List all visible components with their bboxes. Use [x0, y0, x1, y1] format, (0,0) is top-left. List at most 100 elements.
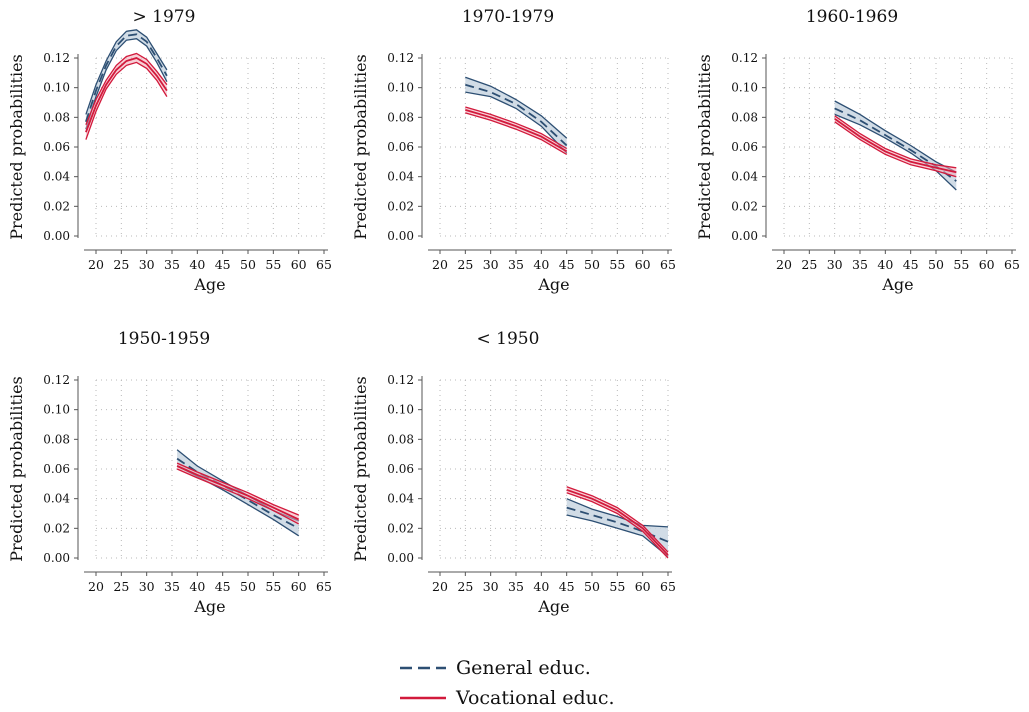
- x-axis-label: Age: [881, 275, 913, 294]
- ci-upper-vocational: [566, 486, 669, 553]
- x-axis-label: Age: [193, 275, 225, 294]
- ci-upper-general: [566, 498, 669, 528]
- x-tick-label: 25: [801, 257, 817, 272]
- y-tick-label: 0.06: [387, 140, 414, 154]
- panel-title: > 1979: [133, 7, 196, 27]
- y-axis-label: Predicted probabilities: [351, 54, 370, 240]
- x-tick-label: 50: [240, 257, 256, 272]
- x-tick-label: 50: [240, 579, 256, 594]
- x-tick-label: 40: [533, 579, 549, 594]
- y-tick-label: 0.06: [43, 462, 70, 476]
- ci-lower-general: [834, 113, 957, 191]
- x-tick-label: 30: [483, 579, 499, 594]
- x-tick-label: 35: [164, 579, 180, 594]
- y-tick-label: 0.08: [731, 110, 758, 124]
- x-tick-label: 20: [88, 257, 104, 272]
- x-tick-label: 30: [139, 257, 155, 272]
- y-axis-label: Predicted probabilities: [7, 54, 26, 240]
- x-tick-label: 65: [660, 257, 676, 272]
- y-tick-label: 0.04: [43, 492, 70, 506]
- panel-2: 1970-1979 0.00 0.02 0.04 0.06 0.08 0.10 0.12 20 2…: [351, 7, 676, 294]
- x-tick-label: 65: [660, 579, 676, 594]
- y-tick-label: 0.10: [387, 403, 414, 417]
- x-tick-label: 35: [852, 257, 868, 272]
- y-tick-label: 0.00: [731, 229, 758, 243]
- y-tick-label: 0.02: [43, 521, 70, 535]
- x-tick-label: 55: [953, 257, 969, 272]
- y-tick-label: 0.12: [387, 51, 414, 65]
- y-tick-label: 0.00: [387, 229, 414, 243]
- series-line-vocational: [465, 109, 568, 153]
- y-tick-label: 0.12: [43, 51, 70, 65]
- legend: General educ. Vocational educ.: [400, 650, 660, 712]
- ci-band-vocational: [465, 107, 567, 155]
- series-line-general: [465, 83, 568, 147]
- ci-lower-vocational: [566, 492, 669, 559]
- x-tick-label: 60: [979, 257, 995, 272]
- x-tick-label: 40: [189, 257, 205, 272]
- series-line-vocational: [566, 488, 669, 556]
- y-tick-label: 0.02: [731, 199, 758, 213]
- x-tick-label: 60: [291, 257, 307, 272]
- panel-4: 1950-1959 0.00 0.02 0.04 0.06 0.08 0.10 0.12 20 2…: [7, 329, 332, 616]
- x-tick-label: 45: [215, 579, 231, 594]
- ci-lower-general: [465, 91, 568, 154]
- x-tick-label: 30: [483, 257, 499, 272]
- legend-label-vocational: Vocational educ.: [456, 687, 615, 709]
- x-tick-label: 25: [113, 579, 129, 594]
- y-tick-label: 0.04: [387, 170, 414, 184]
- ci-upper-general: [85, 29, 168, 115]
- ci-lower-general: [85, 38, 168, 130]
- y-tick-label: 0.06: [731, 140, 758, 154]
- panel-title: 1960-1969: [806, 7, 898, 27]
- ci-upper-vocational: [834, 115, 957, 169]
- panel-5: < 1950 0.00 0.02 0.04 0.06 0.08 0.10 0.12 20 25 30…: [351, 329, 676, 616]
- x-tick-label: 35: [164, 257, 180, 272]
- ci-upper-vocational: [465, 106, 568, 150]
- x-tick-label: 25: [457, 579, 473, 594]
- legend-item-vocational: Vocational educ.: [400, 684, 615, 712]
- x-tick-label: 50: [928, 257, 944, 272]
- x-tick-label: 60: [635, 579, 651, 594]
- panel-title: 1970-1979: [462, 7, 554, 27]
- y-tick-label: 0.04: [43, 170, 70, 184]
- x-tick-label: 50: [584, 579, 600, 594]
- ci-lower-vocational: [85, 61, 168, 140]
- y-tick-label: 0.00: [43, 229, 70, 243]
- series-line-vocational: [834, 118, 957, 174]
- y-tick-label: 0.06: [43, 140, 70, 154]
- x-tick-label: 20: [88, 579, 104, 594]
- y-tick-label: 0.08: [43, 110, 70, 124]
- x-tick-label: 40: [877, 257, 893, 272]
- series-line-general: [176, 457, 300, 530]
- y-tick-label: 0.00: [387, 551, 414, 565]
- y-tick-label: 0.10: [387, 81, 414, 95]
- x-tick-label: 65: [1004, 257, 1020, 272]
- x-tick-label: 40: [533, 257, 549, 272]
- x-tick-label: 35: [508, 579, 524, 594]
- y-tick-label: 0.10: [43, 403, 70, 417]
- y-tick-label: 0.08: [387, 432, 414, 446]
- x-tick-label: 40: [189, 579, 205, 594]
- series-line-general: [834, 107, 957, 182]
- x-tick-label: 35: [508, 257, 524, 272]
- x-tick-label: 65: [316, 579, 332, 594]
- panel-title: 1950-1959: [118, 329, 210, 349]
- y-tick-label: 0.06: [387, 462, 414, 476]
- x-tick-label: 55: [609, 579, 625, 594]
- y-axis-label: Predicted probabilities: [351, 376, 370, 562]
- x-tick-label: 55: [265, 257, 281, 272]
- ci-upper-general: [465, 76, 568, 139]
- x-tick-label: 45: [559, 257, 575, 272]
- x-tick-label: 45: [215, 257, 231, 272]
- x-tick-label: 30: [139, 579, 155, 594]
- legend-item-general: General educ.: [400, 654, 591, 682]
- x-tick-label: 30: [827, 257, 843, 272]
- ci-upper-vocational: [85, 52, 168, 126]
- x-tick-label: 55: [609, 257, 625, 272]
- y-tick-label: 0.00: [43, 551, 70, 565]
- x-tick-label: 45: [559, 579, 575, 594]
- ci-upper-general: [834, 100, 957, 173]
- y-tick-label: 0.02: [387, 199, 414, 213]
